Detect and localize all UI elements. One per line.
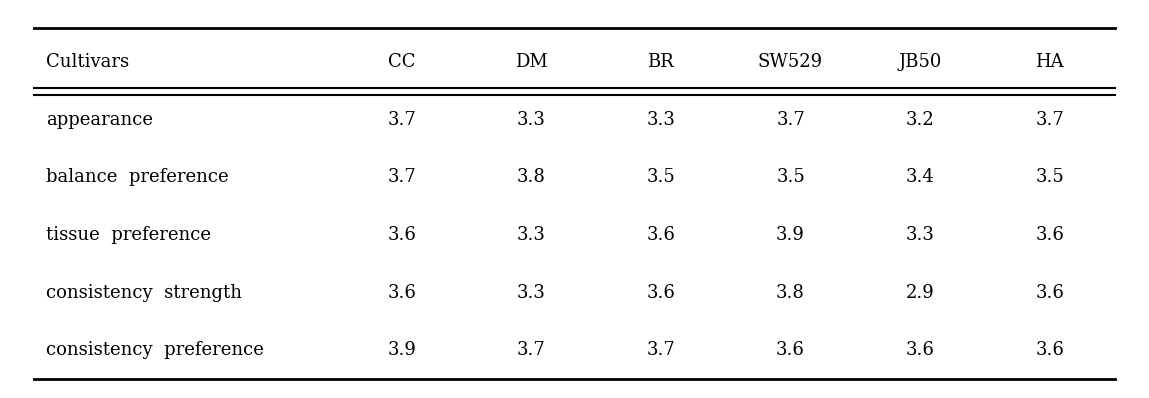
Text: consistency  strength: consistency strength	[46, 284, 242, 302]
Text: 3.6: 3.6	[905, 341, 934, 359]
Text: 2.9: 2.9	[905, 284, 934, 302]
Text: 3.7: 3.7	[1035, 111, 1064, 129]
Text: 3.7: 3.7	[517, 341, 546, 359]
Text: 3.4: 3.4	[905, 168, 934, 186]
Text: 3.3: 3.3	[517, 226, 546, 244]
Text: 3.6: 3.6	[647, 284, 676, 302]
Text: 3.7: 3.7	[647, 341, 676, 359]
Text: 3.6: 3.6	[776, 341, 805, 359]
Text: 3.7: 3.7	[387, 168, 416, 186]
Text: 3.7: 3.7	[776, 111, 805, 129]
Text: appearance: appearance	[46, 111, 153, 129]
Text: 3.7: 3.7	[387, 111, 416, 129]
Text: 3.6: 3.6	[1035, 341, 1064, 359]
Text: 3.6: 3.6	[1035, 226, 1064, 244]
Text: Cultivars: Cultivars	[46, 53, 129, 71]
Text: 3.9: 3.9	[387, 341, 416, 359]
Text: 3.5: 3.5	[647, 168, 676, 186]
Text: 3.6: 3.6	[1035, 284, 1064, 302]
Text: CC: CC	[388, 53, 416, 71]
Text: BR: BR	[648, 53, 674, 71]
Text: 3.5: 3.5	[1035, 168, 1064, 186]
Text: 3.3: 3.3	[517, 284, 546, 302]
Text: 3.2: 3.2	[905, 111, 934, 129]
Text: 3.5: 3.5	[776, 168, 805, 186]
Text: 3.3: 3.3	[905, 226, 934, 244]
Text: 3.3: 3.3	[647, 111, 676, 129]
Text: tissue  preference: tissue preference	[46, 226, 211, 244]
Text: 3.9: 3.9	[776, 226, 805, 244]
Text: 3.6: 3.6	[647, 226, 676, 244]
Text: 3.6: 3.6	[387, 226, 416, 244]
Text: JB50: JB50	[899, 53, 942, 71]
Text: consistency  preference: consistency preference	[46, 341, 264, 359]
Text: balance  preference: balance preference	[46, 168, 229, 186]
Text: 3.8: 3.8	[517, 168, 546, 186]
Text: DM: DM	[515, 53, 548, 71]
Text: 3.8: 3.8	[776, 284, 805, 302]
Text: 3.3: 3.3	[517, 111, 546, 129]
Text: HA: HA	[1035, 53, 1064, 71]
Text: SW529: SW529	[758, 53, 823, 71]
Text: 3.6: 3.6	[387, 284, 416, 302]
